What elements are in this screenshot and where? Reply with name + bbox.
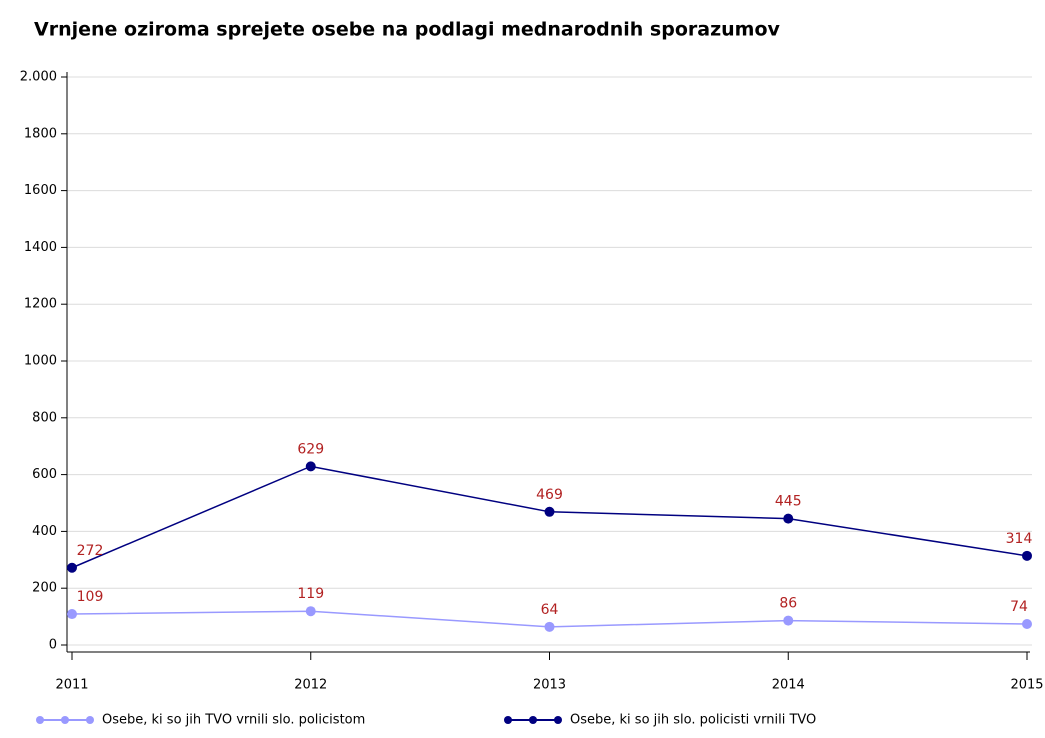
y-tick-label: 600 [32, 467, 57, 482]
y-tick-label: 1600 [24, 183, 57, 198]
point [544, 621, 555, 632]
x-tick-label: 2011 [55, 678, 88, 693]
y-tick-label: 0 [49, 638, 57, 653]
y-tick-label: 1800 [24, 126, 57, 141]
point [544, 506, 555, 517]
chart-title: Vrnjene oziroma sprejete osebe na podlag… [34, 19, 781, 41]
legend-marker [529, 716, 537, 724]
x-tick-label: 2014 [772, 678, 805, 693]
data-label: 109 [77, 589, 104, 605]
data-label: 272 [77, 543, 104, 559]
x-tick-label: 2013 [533, 678, 566, 693]
legend-marker [554, 716, 562, 724]
point [305, 606, 316, 617]
point [67, 562, 77, 573]
point [1022, 618, 1032, 629]
point [783, 513, 794, 524]
y-tick-label: 400 [32, 524, 57, 539]
point [67, 609, 77, 620]
legend-label: Osebe, ki so jih slo. policisti vrnili T… [570, 713, 816, 728]
y-tick-label: 2.000 [20, 70, 57, 85]
y-tick-label: 1000 [24, 354, 57, 369]
legend-marker [86, 716, 94, 724]
data-label: 629 [297, 441, 324, 457]
data-label: 86 [779, 596, 797, 612]
point [1022, 550, 1032, 561]
data-label: 74 [1010, 599, 1028, 615]
data-label: 64 [541, 602, 559, 618]
y-tick-label: 800 [32, 410, 57, 425]
y-tick-label: 1200 [24, 297, 57, 312]
data-label: 469 [536, 487, 563, 503]
legend-marker [504, 716, 512, 724]
y-tick-label: 200 [32, 581, 57, 596]
legend-label: Osebe, ki so jih TVO vrnili slo. policis… [102, 713, 365, 728]
point [783, 615, 794, 626]
data-label: 314 [1006, 531, 1033, 547]
point [305, 461, 316, 472]
legend-marker [36, 716, 44, 724]
legend-marker [61, 716, 69, 724]
x-tick-label: 2015 [1010, 678, 1043, 693]
x-tick-label: 2012 [294, 678, 327, 693]
data-label: 445 [775, 494, 802, 510]
data-label: 119 [297, 586, 324, 602]
y-tick-label: 1400 [24, 240, 57, 255]
series-line [71, 465, 1028, 569]
